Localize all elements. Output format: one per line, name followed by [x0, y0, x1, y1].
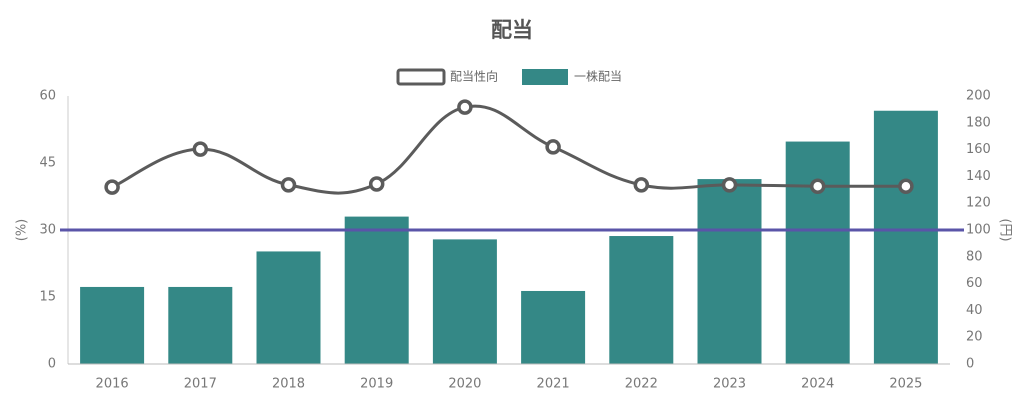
bar — [873, 110, 938, 365]
line-point — [104, 179, 120, 195]
bar — [344, 216, 409, 364]
y-tick-label: 0 — [48, 357, 56, 372]
y-axis-label: (%) — [15, 219, 30, 242]
line — [111, 104, 906, 195]
y2-tick-label: 200 — [966, 89, 991, 104]
line-point — [192, 141, 209, 157]
line-point — [280, 177, 297, 193]
x-tick-label: 2017 — [184, 377, 217, 392]
y-tick-label: 60 — [39, 89, 56, 104]
x-tick-label: 2016 — [96, 377, 129, 392]
y2-tick-label: 40 — [966, 303, 983, 318]
legend-label: 一株配当 — [574, 69, 622, 84]
y2-tick-label: 20 — [966, 330, 983, 345]
bar — [609, 236, 674, 364]
y2-tick-label: 160 — [966, 142, 991, 157]
line-point — [457, 99, 473, 115]
legend-marker — [396, 68, 446, 86]
line-point — [545, 139, 561, 155]
legend-label: 配当性向 — [450, 69, 498, 84]
line-point — [633, 177, 650, 193]
y2-tick-label: 180 — [966, 115, 991, 130]
y-tick-label: 15 — [39, 290, 56, 305]
x-tick-label: 2025 — [889, 377, 922, 392]
y2-tick-label: 0 — [966, 357, 974, 372]
x-tick-label: 2022 — [625, 377, 658, 392]
line-point — [721, 177, 738, 193]
bar — [697, 179, 762, 364]
x-tick-label: 2023 — [713, 377, 746, 392]
legend-marker — [522, 69, 568, 85]
bar — [80, 286, 145, 364]
bar — [256, 251, 321, 364]
y2-axis-label: (円) — [998, 218, 1013, 241]
line-point — [368, 176, 385, 192]
x-tick-label: 2020 — [448, 377, 481, 392]
chart-title: 配当 — [491, 18, 533, 42]
bar — [785, 141, 850, 364]
bar — [168, 286, 233, 364]
y2-tick-label: 120 — [966, 196, 991, 211]
y-tick-label: 30 — [39, 223, 56, 238]
y2-tick-label: 80 — [966, 249, 983, 264]
line-point — [898, 178, 914, 194]
x-tick-label: 2019 — [360, 377, 393, 392]
x-tick-label: 2021 — [537, 377, 570, 392]
bar — [432, 239, 497, 364]
y-tick-label: 45 — [39, 156, 56, 171]
x-tick-label: 2018 — [272, 377, 305, 392]
y2-tick-label: 60 — [966, 276, 983, 291]
bar — [521, 290, 586, 364]
x-tick-label: 2024 — [801, 377, 834, 392]
line-point — [809, 178, 826, 194]
y2-tick-label: 140 — [966, 169, 991, 184]
y2-tick-label: 100 — [966, 223, 991, 238]
